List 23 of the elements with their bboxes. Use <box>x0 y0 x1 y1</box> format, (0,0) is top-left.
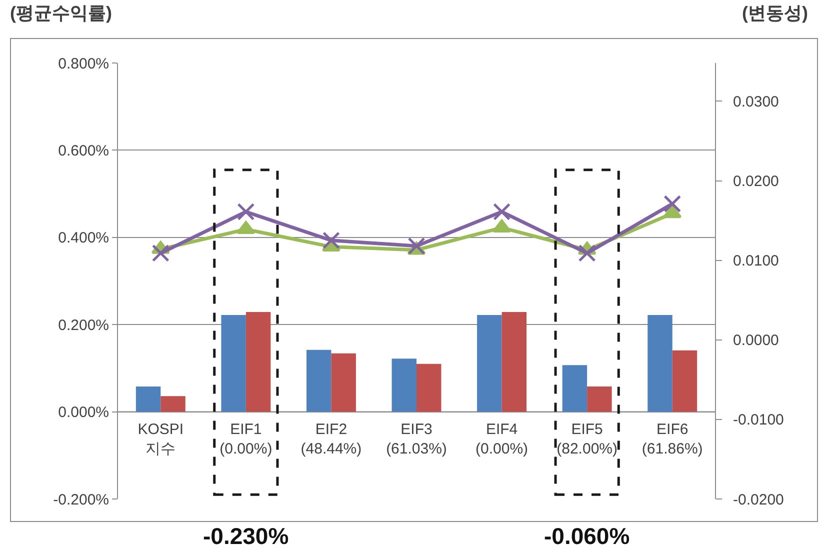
x-tick-label: KOSPI 지수 <box>138 420 184 458</box>
y-tick-label: 0.800% <box>58 55 109 72</box>
y2-axis-title: (변동성) <box>742 3 808 23</box>
y2-tick-label: 0.0200 <box>733 173 779 190</box>
y-axis-title: (평균수익률) <box>10 3 112 23</box>
x-tick-label: EIF4 (0.00%) <box>476 420 528 458</box>
x-tick-label: EIF6 (61.86%) <box>642 420 703 458</box>
y2-tick-label: 0.0300 <box>733 93 779 110</box>
y2-tick-label: -0.0200 <box>733 491 784 508</box>
text: -0.060% <box>544 523 630 549</box>
y2-tick-label: -0.0100 <box>733 412 784 429</box>
x-tick-label: EIF5 (82.00%) <box>556 420 618 458</box>
y-tick-label: -0.200% <box>53 491 109 508</box>
y2-tick-label: 0.0000 <box>733 332 779 350</box>
y-tick-label: 0.000% <box>58 404 109 422</box>
y-tick-label: 0.400% <box>58 230 109 247</box>
y-tick-label: 0.200% <box>58 316 109 334</box>
y-tick-label: 0.600% <box>58 142 109 160</box>
x-tick-label: EIF2 (48.44%) <box>300 420 362 458</box>
x-tick-label: EIF1 (0.00%) <box>220 420 272 458</box>
text: -0.230% <box>203 523 289 549</box>
y2-tick-label: 0.0100 <box>733 252 779 270</box>
x-tick-label: EIF3 (61.03%) <box>386 420 447 458</box>
